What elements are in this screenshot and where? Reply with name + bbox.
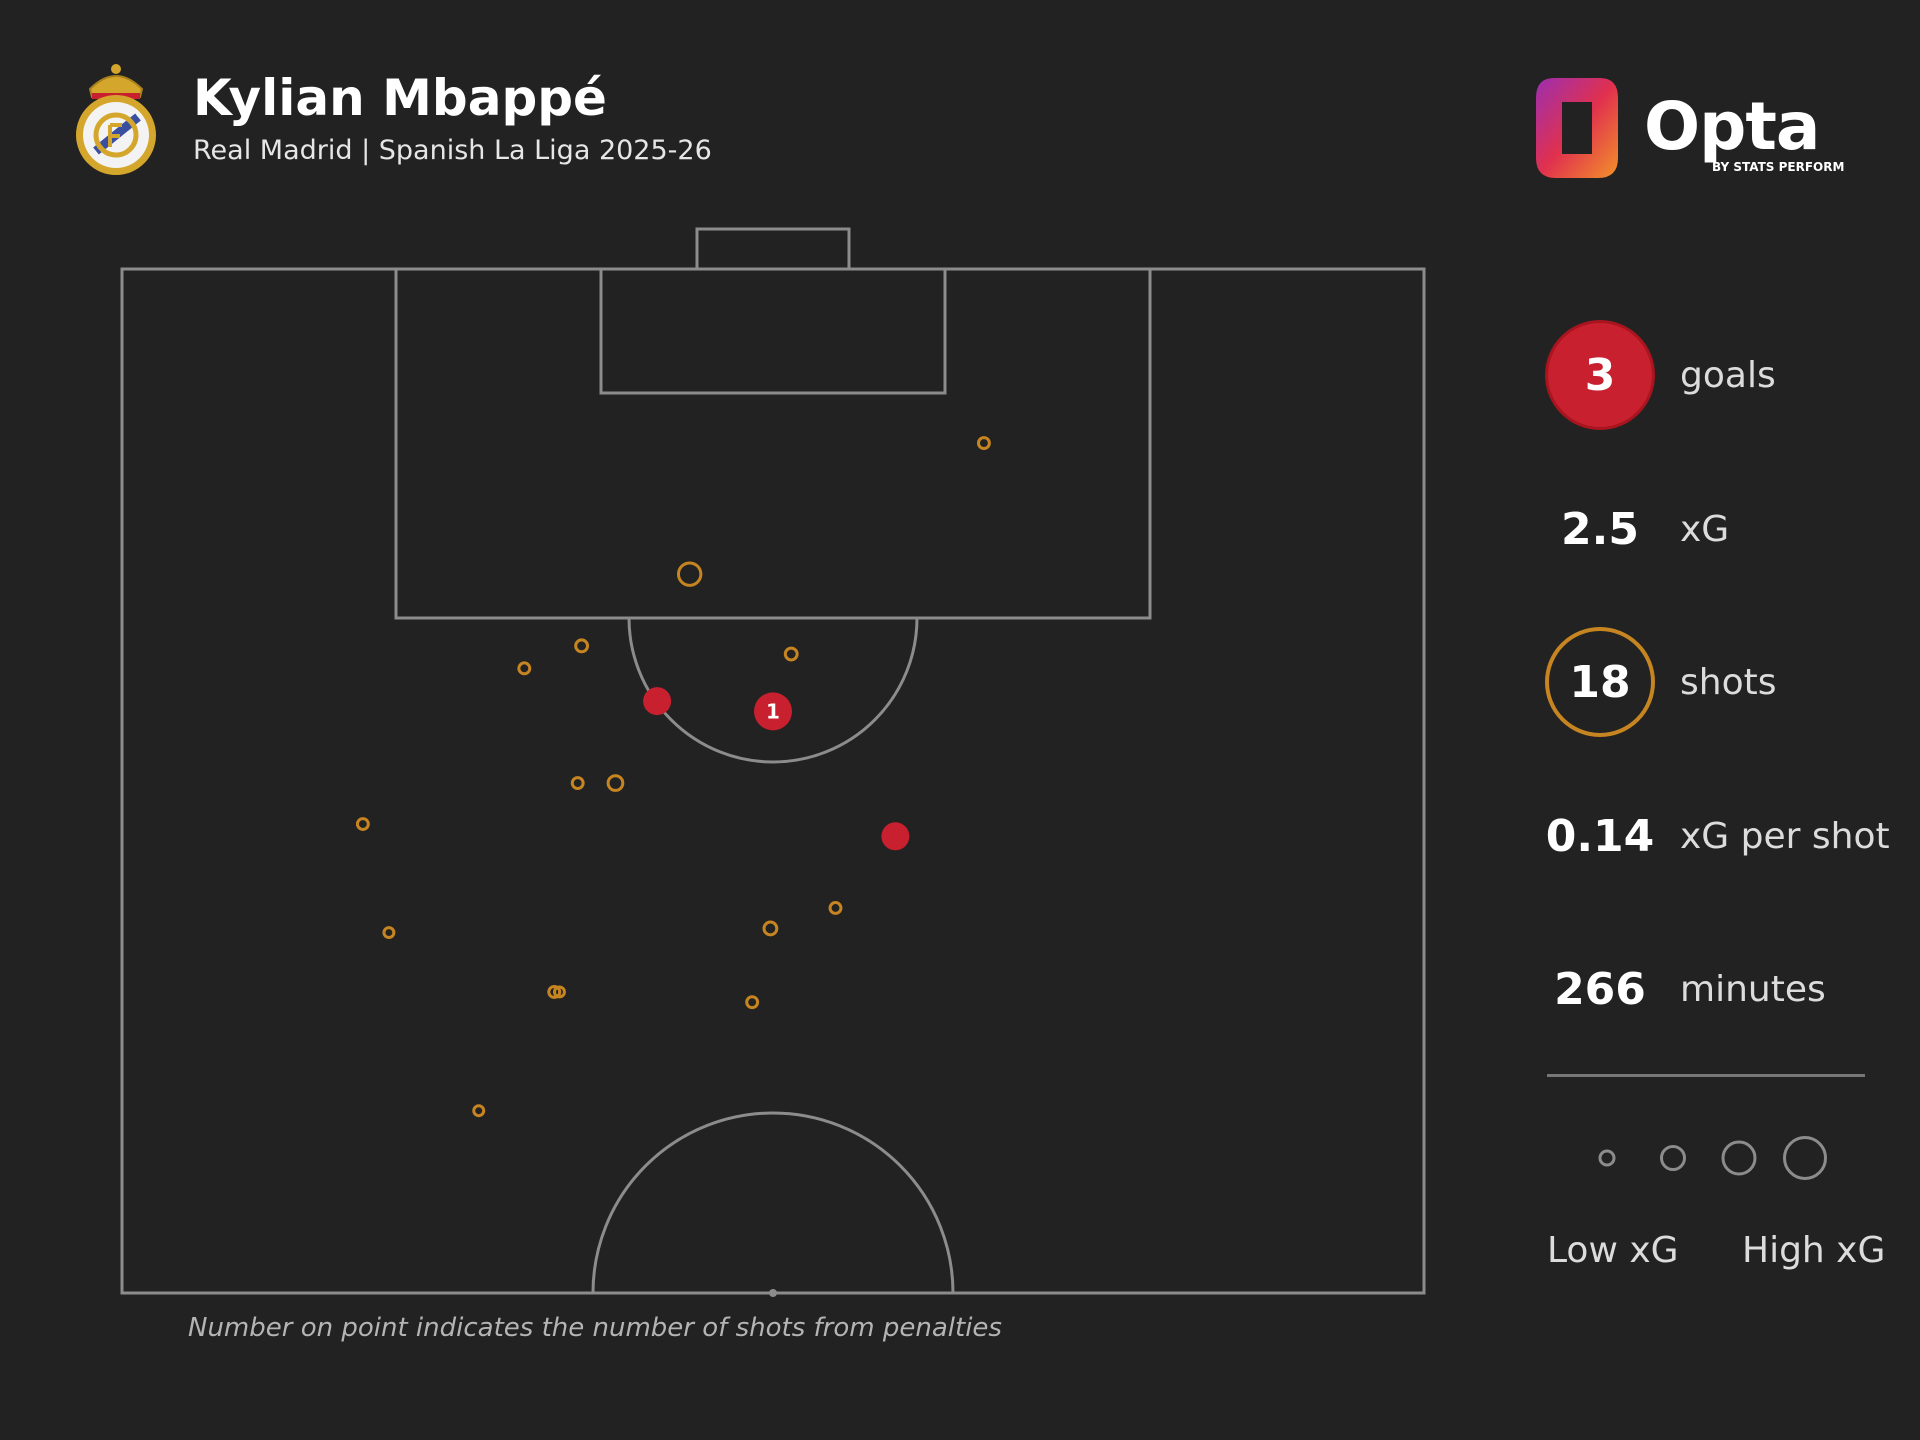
shot-point-5 [783, 646, 799, 662]
shot-point-12 [382, 926, 396, 940]
legend-high-label: High xG [1742, 1230, 1886, 1271]
chart-subtitle: Real Madrid | Spanish La Liga 2025-26 [193, 135, 712, 166]
opta-tagline: BY STATS PERFORM [1712, 160, 1845, 174]
pitch-outline [120, 267, 1426, 1295]
xg-value: 2.5 [1561, 503, 1639, 555]
shot-point-16 [553, 985, 566, 999]
stat-xg-per-shot: 0.14 xG per shot [1545, 781, 1905, 891]
centre-circle [591, 1111, 955, 1294]
legend-low-label: Low xG [1547, 1230, 1679, 1271]
goal-point-10 [881, 822, 910, 851]
goal-point-6 [643, 687, 672, 716]
six-yard-box [599, 267, 947, 395]
stat-goals: 3 goals [1545, 320, 1905, 430]
shot-point-14 [828, 901, 843, 915]
shots-value: 18 [1545, 627, 1655, 737]
pitch-lines [120, 227, 1426, 1297]
stat-xg: 2.5 xG [1545, 474, 1905, 584]
penalty-area [394, 267, 1152, 620]
xg-legend [1598, 1136, 1827, 1180]
shot-point-13 [762, 920, 779, 937]
legend-circle-4 [1783, 1136, 1827, 1180]
minutes-label: minutes [1680, 968, 1826, 1010]
stats-divider [1547, 1074, 1865, 1077]
opta-logo-icon [1536, 78, 1618, 178]
centre-spot [769, 1289, 777, 1297]
stats-panel: 3 goals 2.5 xG 18 shots 0.14 xG per shot… [1545, 320, 1905, 1120]
legend-circle-2 [1660, 1145, 1686, 1171]
stat-minutes: 266 minutes [1545, 934, 1905, 1044]
penalty-count-label: 1 [766, 699, 780, 723]
shot-point-8 [570, 776, 585, 790]
xg-per-shot-value: 0.14 [1545, 810, 1655, 862]
shots-label: shots [1680, 661, 1777, 703]
stat-shots: 18 shots [1545, 627, 1905, 737]
legend-circle-1 [1598, 1149, 1616, 1167]
xg-per-shot-label: xG per shot [1680, 815, 1890, 857]
shot-point-9 [606, 774, 625, 792]
shot-point-4 [517, 661, 532, 676]
goal-point-7 [754, 692, 792, 731]
minutes-value: 266 [1554, 963, 1646, 1015]
real-madrid-crest-icon [76, 64, 156, 175]
goal-frame [695, 227, 851, 271]
shot-point-1 [976, 436, 991, 451]
opta-logo: Opta BY STATS PERFORM [1532, 74, 1862, 186]
shot-point-17 [745, 995, 760, 1010]
shots-layer: 1 [355, 436, 991, 1118]
penalty-arc [627, 617, 919, 764]
footnote: Number on point indicates the number of … [188, 1313, 1002, 1343]
shot-point-18 [472, 1104, 486, 1118]
goals-value: 3 [1545, 320, 1655, 430]
chart-header: Kylian Mbappé Real Madrid | Spanish La L… [70, 55, 770, 185]
shot-point-11 [355, 817, 370, 831]
legend-circle-3 [1721, 1140, 1757, 1176]
shot-point-2 [676, 561, 703, 587]
goals-label: goals [1680, 354, 1776, 396]
shot-point-15 [547, 985, 562, 999]
player-name: Kylian Mbappé [193, 69, 607, 127]
xg-label: xG [1680, 508, 1730, 550]
shot-point-3 [574, 638, 590, 654]
opta-wordmark: Opta [1644, 88, 1820, 165]
